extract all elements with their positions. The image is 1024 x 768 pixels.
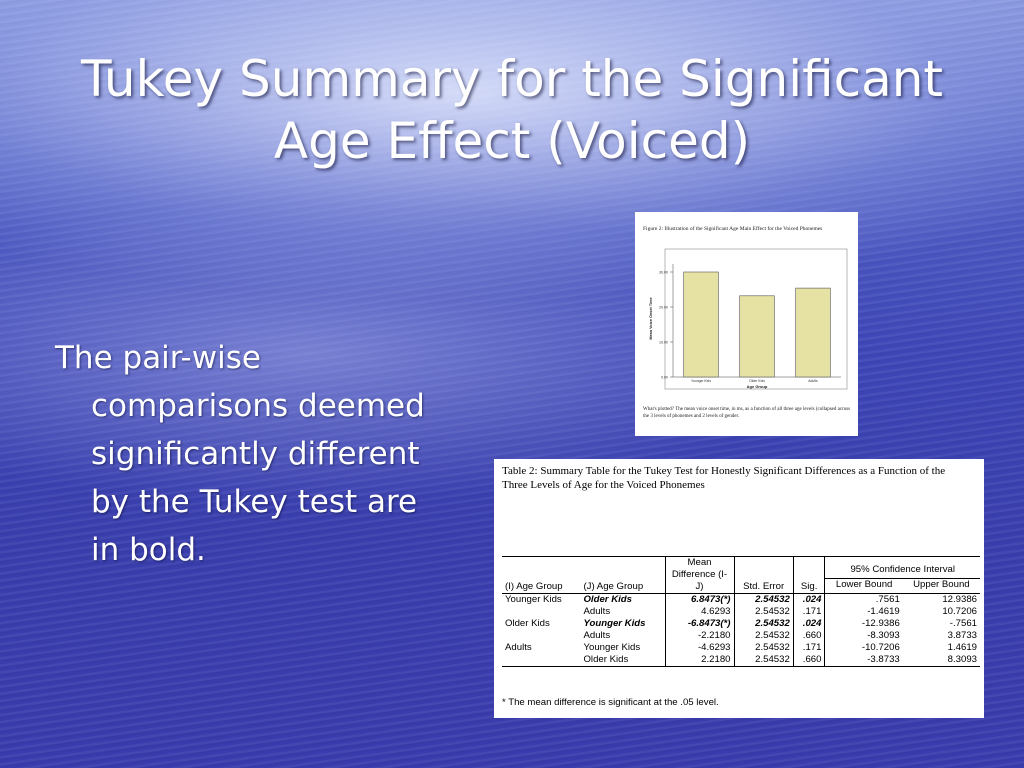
cell-se: 2.54532 <box>733 618 794 630</box>
bar <box>739 295 775 378</box>
cell-diff: -4.6293 <box>664 642 734 654</box>
y-axis-label: Mean Voice Onset Time <box>649 297 653 339</box>
cell-lower: -10.7206 <box>824 642 903 654</box>
table-row: Adults 4.6293 2.54532.171 -1.4619 10.7206 <box>502 606 980 618</box>
cell-upper: 8.3093 <box>902 654 980 667</box>
table-row: Adults -2.2180 2.54532.660 -8.3093 3.8733 <box>502 630 980 642</box>
table-row: Younger Kids Older Kids 6.8473(*) 2.54532.0… <box>502 594 980 606</box>
bar <box>683 271 719 378</box>
cell-j: Adults <box>583 606 611 617</box>
x-axis-label: Age Group <box>747 384 768 389</box>
header-sig: Sig. <box>792 556 825 594</box>
cell-upper: 1.4619 <box>947 642 977 653</box>
cell-upper: 3.8733 <box>947 630 977 641</box>
cell-diff: 6.8473(*) <box>664 594 734 606</box>
x-tick-label: Younger Kids <box>691 379 711 383</box>
bar-chart: 0.00 10.00 20.00 30.00 Younger Kids Older Kid… <box>649 248 848 390</box>
cell-se: 2.54532 <box>733 594 794 606</box>
header-upper-bound: Upper Bound <box>902 578 980 595</box>
table-row: Older Kids Younger Kids -6.8473(*) 2.54532.… <box>502 618 980 630</box>
cell-se: 2.54532 <box>733 630 794 642</box>
table-row: Adults Younger Kids -4.6293 2.54532.171 -10.… <box>502 642 980 654</box>
cell-j: Older Kids <box>580 654 665 667</box>
cell-j: Older Kids <box>583 594 632 605</box>
cell-lower: .7561 <box>824 594 903 606</box>
cell-sig: .660 <box>792 654 825 667</box>
cell-lower: -1.4619 <box>824 606 903 618</box>
cell-upper: 10.7206 <box>942 606 977 617</box>
cell-diff: 4.6293 <box>664 606 734 618</box>
cell-sig: .171 <box>792 606 825 618</box>
cell-i <box>502 606 580 618</box>
table-row: Older Kids 2.2180 2.54532.660 -3.8733 8.3093 <box>502 654 980 667</box>
bullet-text: The pair-wise comparisons deemed signifi… <box>55 340 425 568</box>
y-tick-label: 20.00 <box>659 306 668 310</box>
tukey-table-body: Younger Kids Older Kids 6.8473(*) 2.54532.0… <box>502 594 980 667</box>
slide-title: Tukey Summary for the Significant Age Ef… <box>40 48 984 172</box>
cell-upper: -.7561 <box>949 618 977 629</box>
cell-i: Adults <box>505 642 532 653</box>
cell-se: 2.54532 <box>733 642 794 654</box>
tukey-table-panel: Table 2: Summary Table for the Tukey Tes… <box>494 459 984 718</box>
x-tick-label: Older Kids <box>749 379 765 383</box>
cell-i <box>502 630 580 642</box>
cell-lower: -12.9386 <box>824 618 903 630</box>
y-tick-label: 0.00 <box>661 376 668 380</box>
cell-se: 2.54532 <box>733 606 794 618</box>
header-ci: 95% Confidence Interval <box>824 556 980 579</box>
cell-j: Younger Kids <box>583 618 646 629</box>
tukey-table: (I) Age Group (J) Age Group Mean Differe… <box>502 556 980 667</box>
header-j-group: (J) Age Group <box>580 556 665 594</box>
header-lower-bound: Lower Bound <box>824 578 903 595</box>
table-footnote: * The mean difference is significant at … <box>502 697 719 708</box>
cell-sig: .024 <box>792 618 825 630</box>
x-tick-label: Adults <box>808 379 818 383</box>
cell-diff: -6.8473(*) <box>664 618 734 630</box>
figure-note: What's plotted? The mean voice onset tim… <box>643 407 851 419</box>
cell-j: Younger Kids <box>583 642 641 653</box>
cell-i: Older Kids <box>505 618 550 629</box>
cell-diff: 2.2180 <box>664 654 734 667</box>
cell-i <box>502 654 581 667</box>
bar-chart-figure: Figure 2: Illustration of the Significan… <box>635 212 858 436</box>
title-line-2: Age Effect (Voiced) <box>273 112 751 170</box>
cell-sig: .024 <box>792 594 825 606</box>
cell-i: Younger Kids <box>505 594 562 605</box>
bar <box>795 287 831 378</box>
header-std-error: Std. Error <box>733 556 794 594</box>
cell-upper: 12.9386 <box>942 594 977 605</box>
y-tick-label: 30.00 <box>659 271 668 275</box>
cell-se: 2.54532 <box>733 654 794 667</box>
cell-sig: .171 <box>792 642 825 654</box>
title-line-1: Tukey Summary for the Significant <box>80 50 944 108</box>
table-caption: Table 2: Summary Table for the Tukey Tes… <box>502 465 946 491</box>
cell-lower: -3.8733 <box>824 654 903 667</box>
cell-lower: -8.3093 <box>824 630 903 642</box>
figure-caption: Figure 2: Illustration of the Significan… <box>643 226 823 232</box>
y-tick-label: 10.00 <box>659 341 668 345</box>
header-i-group: (I) Age Group <box>502 556 581 594</box>
cell-j: Adults <box>583 630 611 641</box>
header-mean-diff: Mean Difference (I-J) <box>664 556 734 594</box>
cell-diff: -2.2180 <box>664 630 734 642</box>
cell-sig: .660 <box>792 630 825 642</box>
